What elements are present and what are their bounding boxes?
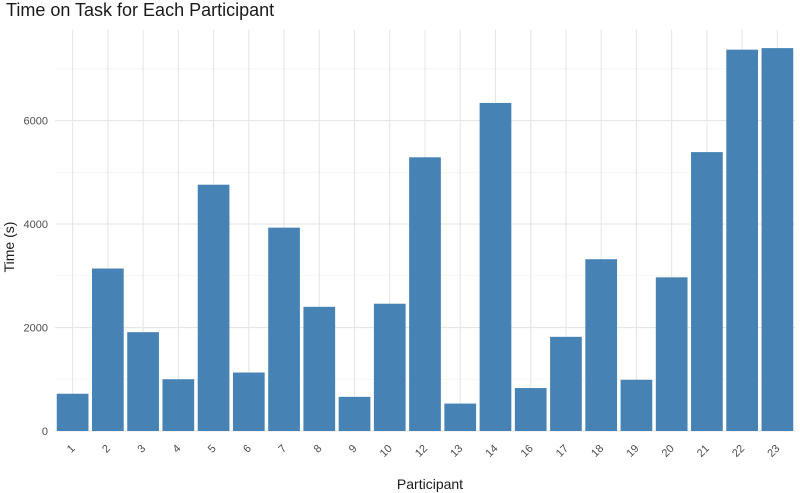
bar-participant-7	[268, 227, 300, 431]
bar-participant-22	[726, 49, 758, 432]
bar-participant-17	[550, 336, 582, 431]
x-tick-label: 14	[483, 443, 500, 460]
bar-participant-14	[479, 102, 512, 432]
x-axis-label: Participant	[397, 476, 463, 492]
x-tick-label: 18	[589, 443, 606, 460]
x-tick-labels: 1 2 3 4 5 6 7 8 9 10 12 13 14 16 17 18 19 20 21 22 23	[65, 443, 783, 460]
y-tick-label: 0	[42, 426, 48, 438]
y-tick-label: 4000	[24, 219, 48, 231]
bar-participant-1	[56, 393, 89, 431]
bars	[56, 48, 794, 432]
x-tick-label: 22	[730, 443, 747, 460]
x-tick-label: 8	[312, 443, 325, 456]
x-tick-label: 4	[171, 443, 184, 456]
bar-participant-9	[338, 396, 371, 431]
x-tick-label: 5	[206, 443, 219, 456]
x-tick-label: 3	[135, 443, 148, 456]
bar-participant-21	[691, 152, 723, 431]
y-tick-label: 6000	[24, 116, 48, 128]
x-tick-label: 9	[347, 443, 360, 456]
x-tick-label: 7	[276, 443, 289, 456]
y-axis-label: Time (s)	[1, 222, 17, 273]
x-tick-label: 16	[519, 443, 536, 460]
x-tick-label: 12	[413, 443, 430, 460]
y-tick-labels: 0 2000 4000 6000	[24, 116, 48, 438]
y-tick-label: 2000	[24, 323, 48, 335]
chart-title: Time on Task for Each Participant	[6, 0, 274, 20]
bar-participant-8	[303, 306, 336, 431]
bar-participant-10	[373, 303, 406, 431]
x-tick-label: 1	[65, 443, 78, 456]
x-tick-label: 19	[624, 443, 641, 460]
bar-participant-19	[620, 379, 653, 431]
x-tick-label: 23	[765, 443, 782, 460]
bar-participant-20	[655, 277, 688, 431]
x-tick-label: 21	[695, 443, 712, 460]
bar-participant-2	[92, 268, 124, 431]
x-tick-label: 10	[378, 443, 395, 460]
x-tick-label: 2	[100, 443, 113, 456]
bar-participant-6	[232, 372, 265, 431]
x-tick-label: 6	[241, 443, 254, 456]
bar-participant-18	[585, 259, 618, 431]
bar-participant-3	[127, 332, 159, 431]
bar-participant-13	[444, 403, 477, 431]
bar-participant-23	[761, 48, 794, 431]
bar-participant-16	[514, 388, 547, 431]
x-tick-label: 20	[660, 443, 677, 460]
bar-participant-12	[409, 157, 441, 431]
bar-participant-5	[197, 184, 230, 431]
x-tick-label: 17	[554, 443, 571, 460]
bar-participant-4	[162, 379, 195, 431]
x-tick-label: 13	[448, 443, 465, 460]
